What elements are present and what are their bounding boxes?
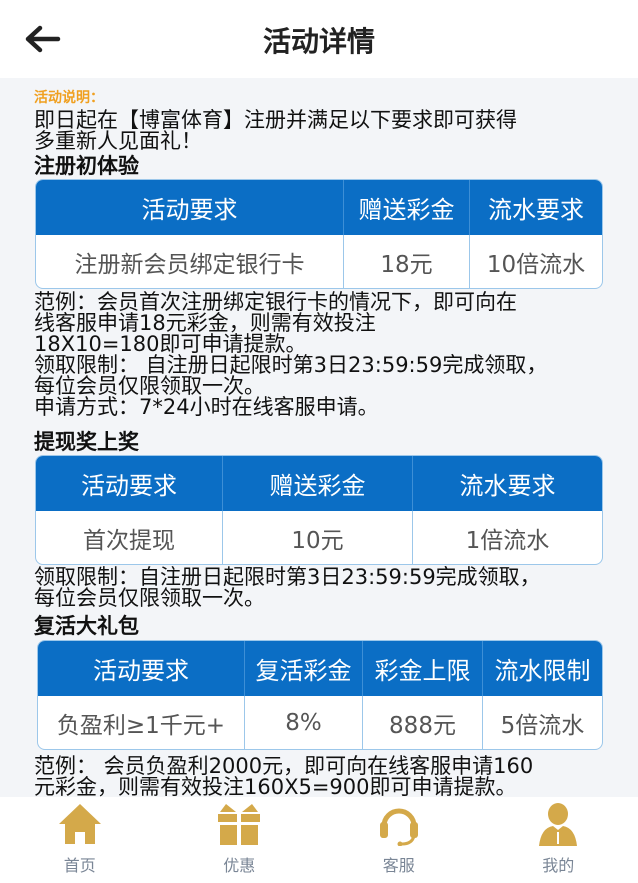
note-line: 每位会员仅限领取一次。 bbox=[34, 586, 265, 610]
table-header: 流水限制 bbox=[483, 641, 602, 696]
revival-notes: 范例： 会员负盈利2000元，即可向在线客服申请160 元彩金，则需有效投注16… bbox=[34, 756, 609, 798]
headset-icon bbox=[379, 808, 418, 846]
note-line: 18X10=180即可申请提款。 bbox=[34, 332, 307, 356]
table-row: 负盈利≥1千元+ 8% 888元 5倍流水 bbox=[38, 696, 602, 749]
table-cell: 负盈利≥1千元+ bbox=[38, 696, 245, 749]
revival-table: 活动要求 复活彩金 彩金上限 流水限制 负盈利≥1千元+ 8% 888元 5倍流水 bbox=[37, 640, 603, 750]
nav-label: 优惠 bbox=[223, 856, 256, 875]
table-cell: 首次提现 bbox=[36, 511, 223, 564]
section-title: 提现奖上奖 bbox=[34, 430, 139, 454]
table-cell: 888元 bbox=[363, 696, 483, 749]
note-line: 申请方式：7*24小时在线客服申请。 bbox=[34, 395, 379, 419]
table-cell: 注册新会员绑定银行卡 bbox=[36, 235, 344, 288]
table-header: 流水要求 bbox=[470, 180, 602, 235]
nav-label: 客服 bbox=[382, 856, 415, 875]
nav-support[interactable]: 客服 bbox=[319, 797, 479, 883]
table-row: 注册新会员绑定银行卡 18元 10倍流水 bbox=[36, 235, 602, 288]
nav-label: 首页 bbox=[63, 856, 96, 875]
home-icon bbox=[58, 804, 101, 844]
intro-text: 即日起在【博富体育】注册并满足以下要求即可获得 多重新人见面礼！ bbox=[34, 110, 609, 152]
table-cell: 8% bbox=[245, 696, 363, 749]
withdraw-table: 活动要求 赠送彩金 流水要求 首次提现 10元 1倍流水 bbox=[35, 455, 603, 565]
table-cell: 1倍流水 bbox=[465, 527, 550, 554]
section-title: 注册初体验 bbox=[34, 154, 139, 178]
table-cell: 5倍流水 bbox=[500, 712, 585, 739]
table-header: 流水要求 bbox=[413, 456, 602, 511]
table-header: 彩金上限 bbox=[363, 641, 483, 696]
register-table: 活动要求 赠送彩金 流水要求 注册新会员绑定银行卡 18元 10倍流水 bbox=[35, 179, 603, 289]
table-cell: 10倍流水 bbox=[486, 251, 586, 278]
note-line: 领取限制：自注册日起限时第3日23:59:59完成领取， bbox=[34, 565, 541, 589]
intro-line: 即日起在【博富体育】注册并满足以下要求即可获得 bbox=[34, 108, 517, 132]
nav-label: 我的 bbox=[542, 856, 575, 875]
table-row: 首次提现 10元 1倍流水 bbox=[36, 511, 602, 564]
nav-profile[interactable]: 我的 bbox=[479, 797, 638, 883]
nav-home[interactable]: 首页 bbox=[0, 797, 160, 883]
table-header: 赠送彩金 bbox=[223, 456, 413, 511]
note-line: 领取限制： 自注册日起限时第3日23:59:59完成领取， bbox=[34, 353, 548, 377]
table-header: 活动要求 bbox=[36, 456, 223, 511]
user-icon bbox=[539, 803, 578, 846]
table-header: 赠送彩金 bbox=[344, 180, 470, 235]
back-arrow-icon[interactable] bbox=[22, 22, 62, 56]
bottom-nav: 首页 优惠 客服 我的 bbox=[0, 797, 638, 883]
note-line: 线客服申请18元彩金，则需有效投注 bbox=[34, 311, 376, 335]
section-title: 复活大礼包 bbox=[34, 614, 139, 638]
withdraw-notes: 领取限制：自注册日起限时第3日23:59:59完成领取， 每位会员仅限领取一次。 bbox=[34, 567, 609, 609]
table-header: 活动要求 bbox=[36, 180, 344, 235]
note-line: 范例：会员首次注册绑定银行卡的情况下，即可向在 bbox=[34, 290, 517, 314]
note-line: 范例： 会员负盈利2000元，即可向在线客服申请160 bbox=[34, 754, 534, 778]
nav-promotions[interactable]: 优惠 bbox=[160, 797, 320, 883]
note-line: 每位会员仅限领取一次。 bbox=[34, 374, 265, 398]
table-cell: 10元 bbox=[223, 511, 413, 564]
table-header: 复活彩金 bbox=[245, 641, 363, 696]
gift-icon bbox=[218, 804, 261, 845]
note-line: 元彩金，则需有效投注160X5=900即可申请提款。 bbox=[34, 775, 517, 799]
intro-line: 多重新人见面礼！ bbox=[34, 129, 202, 153]
top-header: 活动详情 bbox=[0, 0, 638, 78]
register-notes: 范例：会员首次注册绑定银行卡的情况下，即可向在 线客服申请18元彩金，则需有效投… bbox=[34, 292, 609, 418]
table-cell: 18元 bbox=[344, 235, 470, 288]
page-title: 活动详情 bbox=[262, 25, 375, 58]
table-header: 活动要求 bbox=[38, 641, 245, 696]
activity-description-label: 活动说明： bbox=[34, 90, 104, 106]
